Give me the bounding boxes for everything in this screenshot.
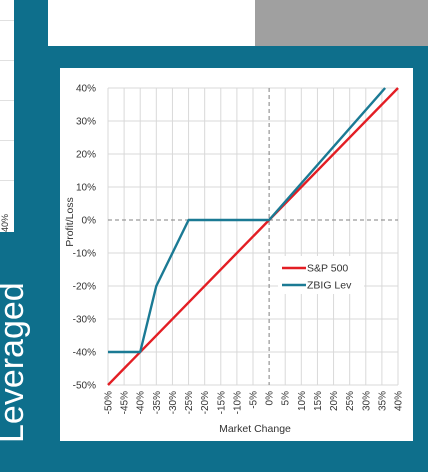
top-white-box xyxy=(48,0,255,46)
y-tick-label: -20% xyxy=(73,282,96,293)
x-tick-label: 5% xyxy=(281,391,292,406)
sliver-gridline xyxy=(0,180,14,181)
sp500-line xyxy=(107,87,399,386)
y-tick-label: -10% xyxy=(73,249,96,260)
zbig-lev-line xyxy=(108,87,387,354)
x-tick-label: -40% xyxy=(136,391,147,414)
x-tick-label: 10% xyxy=(297,391,308,411)
x-tick-label: 20% xyxy=(329,391,340,411)
legend-label-zbig: ZBIG Lev xyxy=(307,280,352,292)
x-tick-label: 15% xyxy=(313,391,324,411)
x-tick-label: -35% xyxy=(152,391,163,414)
x-tick-label: 25% xyxy=(345,391,356,411)
x-tick-label: -10% xyxy=(232,391,243,414)
y-tick-label: 20% xyxy=(76,150,96,161)
x-tick-label: 0% xyxy=(265,391,276,406)
legend-label-sp500: S&P 500 xyxy=(307,263,348,275)
x-tick-label: -5% xyxy=(249,391,260,409)
x-tick-label: 40% xyxy=(394,391,405,411)
sliver-gridline xyxy=(0,140,14,141)
profit-loss-chart: -50% -45% -40% -35% -30% -25% -20% -15% -10% -5% 0… xyxy=(64,84,405,436)
legend: S&P 500 ZBIG Lev xyxy=(278,256,364,294)
y-tick-label: -50% xyxy=(73,381,96,392)
partial-chart-sliver: 40% xyxy=(0,0,14,232)
x-tick-label: 30% xyxy=(361,391,372,411)
x-tick-label: 35% xyxy=(377,391,388,411)
left-panel: 40% Leveraged xyxy=(0,0,31,465)
series-layer xyxy=(107,87,399,386)
y-axis-title: Profit/Loss xyxy=(64,197,76,247)
y-tick-label: 10% xyxy=(76,183,96,194)
x-tick-label: -20% xyxy=(200,391,211,414)
x-tick-label: -30% xyxy=(168,391,179,414)
legend-box xyxy=(278,256,364,294)
y-tick-label: -30% xyxy=(73,315,96,326)
sliver-gridline xyxy=(0,100,14,101)
side-title: Leveraged xyxy=(0,282,31,443)
sliver-gridline xyxy=(0,20,14,21)
x-tick-label: -45% xyxy=(120,391,131,414)
top-gray-box xyxy=(255,0,428,46)
y-tick-label: 30% xyxy=(76,117,96,128)
y-tick-label: 0% xyxy=(82,216,97,227)
sliver-tick-label: 40% xyxy=(0,213,10,232)
grid-layer xyxy=(107,87,399,386)
y-tick-label: -40% xyxy=(73,348,96,359)
tick-layer: -50% -45% -40% -35% -30% -25% -20% -15% -10% -5% 0… xyxy=(73,84,405,415)
chart-card: -50% -45% -40% -35% -30% -25% -20% -15% -10% -5% 0… xyxy=(60,68,413,441)
sliver-gridline xyxy=(0,60,14,61)
x-axis-title: Market Change xyxy=(219,423,291,435)
y-tick-label: 40% xyxy=(76,84,96,95)
x-tick-label: -25% xyxy=(184,391,195,414)
x-tick-label: -15% xyxy=(216,391,227,414)
x-tick-label: -50% xyxy=(104,391,115,414)
